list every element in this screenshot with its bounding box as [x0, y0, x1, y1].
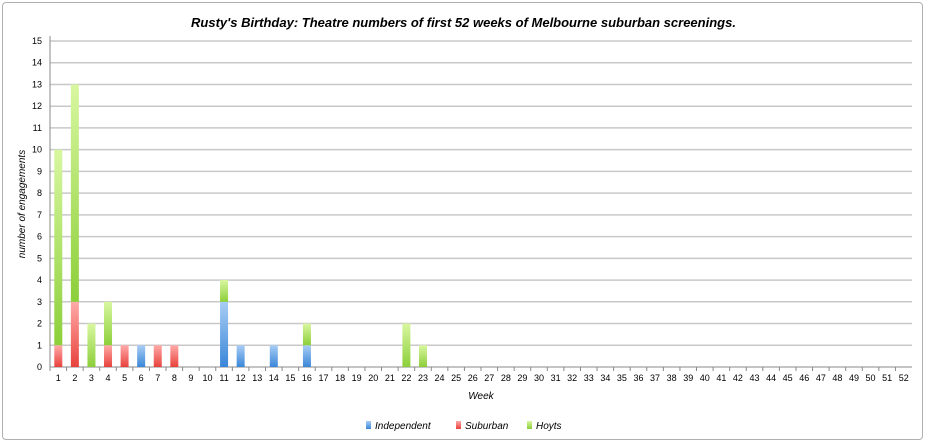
x-tick-label: 4 — [106, 373, 111, 383]
y-tick-label: 6 — [37, 232, 42, 242]
y-tick-label: 10 — [32, 145, 42, 155]
x-tick-label: 41 — [716, 373, 726, 383]
x-tick-label: 26 — [468, 373, 478, 383]
x-tick-label: 40 — [700, 373, 710, 383]
x-tick-label: 48 — [832, 373, 842, 383]
y-tick-label: 3 — [37, 297, 42, 307]
bar-hoyts — [418, 345, 427, 367]
y-tick-label: 9 — [37, 166, 42, 176]
x-tick-label: 31 — [551, 373, 561, 383]
x-tick-label: 39 — [683, 373, 693, 383]
x-tick-label: 8 — [172, 373, 177, 383]
x-tick-label: 2 — [72, 373, 77, 383]
bar-hoyts — [70, 84, 79, 302]
legend-label-hoyts: Hoyts — [536, 421, 562, 432]
bar-suburban — [153, 345, 162, 367]
x-tick-label: 24 — [435, 373, 445, 383]
bar-hoyts — [302, 323, 311, 346]
x-tick-label: 12 — [236, 373, 246, 383]
x-tick-label: 7 — [155, 373, 160, 383]
chart-title: Rusty's Birthday: Theatre numbers of fir… — [191, 15, 736, 30]
x-tick-label: 16 — [302, 373, 312, 383]
x-tick-label: 37 — [650, 373, 660, 383]
bar-independent — [236, 345, 245, 367]
x-tick-label: 11 — [219, 373, 228, 383]
x-tick-label: 22 — [401, 373, 411, 383]
bar-hoyts — [402, 323, 411, 367]
x-tick-label: 6 — [139, 373, 144, 383]
y-tick-label: 12 — [32, 101, 42, 111]
bar-suburban — [104, 345, 113, 367]
x-tick-label: 47 — [816, 373, 826, 383]
legend-swatch-independent — [366, 421, 371, 429]
legend-swatch-suburban — [456, 421, 461, 429]
y-axis-label: number of engagements — [17, 150, 28, 258]
x-tick-label: 44 — [766, 373, 776, 383]
x-tick-label: 10 — [202, 373, 212, 383]
y-tick-label: 0 — [37, 362, 42, 372]
x-tick-label: 18 — [335, 373, 345, 383]
x-tick-label: 29 — [517, 373, 527, 383]
bar-suburban — [120, 345, 129, 367]
x-tick-label: 3 — [89, 373, 94, 383]
x-tick-label: 9 — [188, 373, 193, 383]
bar-hoyts — [54, 149, 63, 346]
x-tick-label: 51 — [882, 373, 892, 383]
x-tick-label: 14 — [269, 373, 279, 383]
bar-independent — [220, 301, 229, 367]
x-tick-label: 30 — [534, 373, 544, 383]
y-tick-label: 4 — [37, 275, 42, 285]
x-tick-label: 34 — [600, 373, 610, 383]
x-tick-label: 49 — [849, 373, 859, 383]
x-tick-label: 19 — [352, 373, 362, 383]
bar-suburban — [54, 345, 63, 367]
x-tick-label: 52 — [899, 373, 909, 383]
y-tick-label: 14 — [32, 58, 42, 68]
legend-swatch-hoyts — [527, 421, 532, 429]
x-tick-label: 27 — [484, 373, 494, 383]
y-tick-label: 2 — [37, 319, 42, 329]
x-axis-label: Week — [468, 391, 494, 402]
x-tick-label: 43 — [750, 373, 760, 383]
x-tick-label: 1 — [56, 373, 61, 383]
y-tick-label: 1 — [37, 340, 42, 350]
x-tick-label: 21 — [385, 373, 395, 383]
x-tick-label: 38 — [667, 373, 677, 383]
bar-hoyts — [87, 323, 96, 367]
x-tick-label: 45 — [783, 373, 793, 383]
x-tick-label: 33 — [584, 373, 594, 383]
bar-hoyts — [220, 280, 229, 302]
x-tick-label: 13 — [252, 373, 262, 383]
bar-hoyts — [104, 301, 113, 346]
x-tick-label: 46 — [799, 373, 809, 383]
bar-independent — [137, 345, 146, 367]
x-tick-label: 25 — [451, 373, 461, 383]
y-tick-label: 5 — [37, 253, 42, 263]
x-tick-label: 28 — [501, 373, 511, 383]
bar-independent — [269, 345, 278, 367]
y-tick-label: 7 — [37, 210, 42, 220]
legend-label-suburban: Suburban — [465, 421, 509, 432]
x-tick-label: 35 — [617, 373, 627, 383]
legend-label-independent: Independent — [375, 421, 432, 432]
bar-independent — [302, 345, 311, 367]
y-tick-label: 13 — [32, 79, 42, 89]
x-tick-label: 5 — [122, 373, 127, 383]
x-tick-label: 23 — [418, 373, 428, 383]
x-tick-label: 17 — [319, 373, 329, 383]
bar-suburban — [170, 345, 179, 367]
y-tick-label: 8 — [37, 188, 42, 198]
x-tick-label: 15 — [285, 373, 295, 383]
x-tick-label: 42 — [733, 373, 743, 383]
x-tick-label: 32 — [567, 373, 577, 383]
bar-suburban — [70, 301, 79, 367]
y-tick-label: 11 — [33, 123, 42, 133]
x-tick-label: 36 — [633, 373, 643, 383]
x-tick-label: 50 — [866, 373, 876, 383]
x-tick-label: 20 — [368, 373, 378, 383]
y-tick-label: 15 — [32, 36, 42, 46]
